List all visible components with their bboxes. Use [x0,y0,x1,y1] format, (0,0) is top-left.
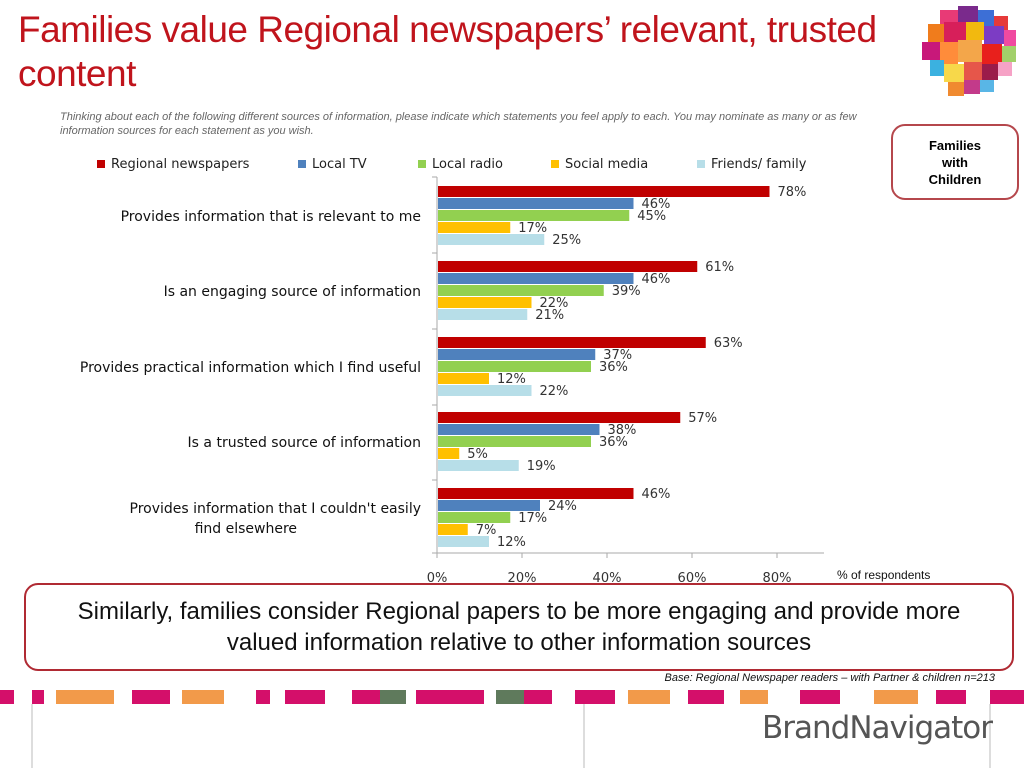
bar [438,512,511,523]
bar [438,337,706,348]
x-tick-label: 60% [678,571,707,586]
legend-swatch [97,160,105,168]
category-label: Is an engaging source of information [164,284,421,300]
data-label: 19% [527,459,556,474]
segment-label-box: Families with Children [891,124,1019,200]
bar [438,373,489,384]
data-label: 46% [642,197,671,212]
callout-box: Similarly, families consider Regional pa… [24,583,1014,671]
data-label: 17% [518,221,547,236]
data-label: 12% [497,535,526,550]
category-label: Provides information that I couldn't eas… [130,501,421,537]
bar [438,234,545,245]
data-label: 7% [476,523,497,538]
bar [438,285,604,296]
bar [438,186,770,197]
bar [438,361,591,372]
bar [438,536,489,547]
category-label: Is a trusted source of information [188,435,421,451]
bar [438,488,634,499]
data-label: 37% [603,348,632,363]
bar [438,297,532,308]
data-label: 36% [599,360,628,375]
bar [438,198,634,209]
data-label: 5% [467,447,488,462]
legend-label: Local radio [432,157,503,172]
data-label: 57% [688,411,717,426]
data-label: 46% [642,272,671,287]
segment-label: Families with Children [928,137,982,187]
bar [438,261,698,272]
data-label: 21% [535,308,564,323]
bar [438,210,630,221]
x-tick-label: 20% [508,571,537,586]
data-label: 45% [637,209,666,224]
bar [438,412,681,423]
data-label: 25% [552,233,581,248]
legend-swatch [697,160,705,168]
data-label: 78% [778,185,807,200]
question-text: Thinking about each of the following dif… [60,111,857,137]
slide-title: Families value Regional newspapers’ rele… [18,9,877,94]
legend-label: Social media [565,157,648,172]
x-tick-label: 40% [593,571,622,586]
bar [438,385,532,396]
data-label: 38% [608,423,637,438]
data-label: 36% [599,435,628,450]
legend-label: Friends/ family [711,157,807,172]
x-tick-label: 0% [427,571,448,586]
legend-swatch [298,160,306,168]
data-label: 61% [705,260,734,275]
bar [438,524,468,535]
data-label: 22% [540,296,569,311]
category-label: Provides information that is relevant to… [121,209,421,225]
brand-logo: BrandNavigator [762,710,993,746]
legend-label: Regional newspapers [111,157,250,172]
bar [438,309,528,320]
data-label: 24% [548,499,577,514]
footer-color-strip [0,690,1024,704]
data-label: 12% [497,372,526,387]
data-label: 39% [612,284,641,299]
callout-text: Similarly, families consider Regional pa… [77,598,961,656]
data-label: 46% [642,487,671,502]
base-note: Base: Regional Newspaper readers – with … [664,672,996,684]
bar [438,436,591,447]
legend-label: Local TV [312,157,367,172]
chart-legend: Regional newspapers Local TV Local radio So… [97,157,807,172]
data-label: 22% [540,384,569,399]
category-label: Provides practical information which I f… [80,360,421,376]
legend-swatch [418,160,426,168]
bar [438,349,596,360]
footer-divider-lines [31,704,991,768]
mosaic-logo-icon [922,6,1016,96]
plot-area: 0% 20% 40% 60% 80% Provides information that … [80,176,824,586]
bar [438,424,600,435]
x-tick-label: 80% [763,571,792,586]
data-label: 17% [518,511,547,526]
bar-chart: Regional newspapers Local TV Local radio So… [80,157,824,586]
bar [438,222,511,233]
bar [438,500,540,511]
data-label: 63% [714,336,743,351]
bar [438,460,519,471]
legend-swatch [551,160,559,168]
bar [438,448,460,459]
units-label: % of respondents [837,568,931,582]
bar [438,273,634,284]
